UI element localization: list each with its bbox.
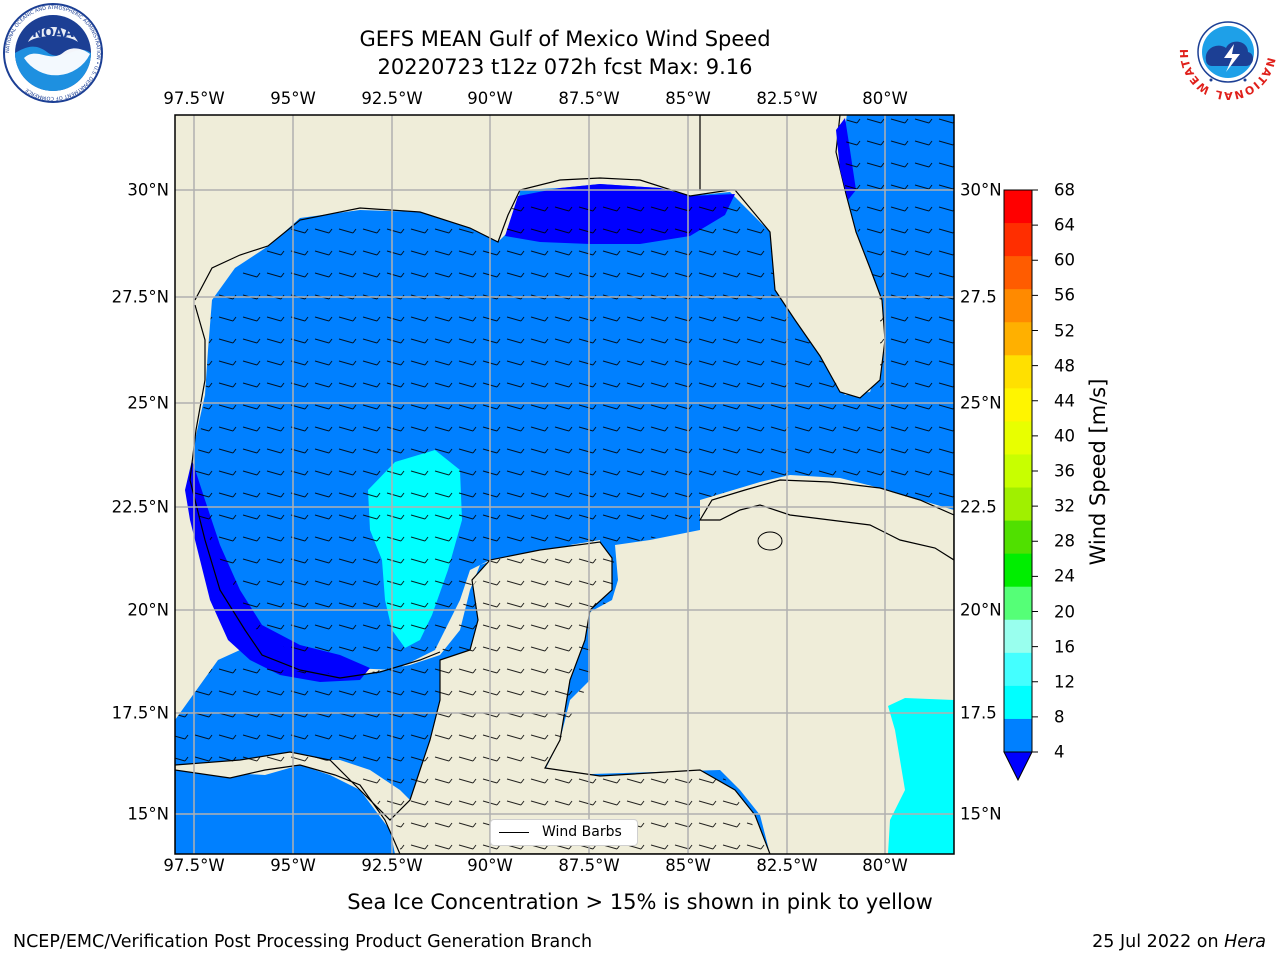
colorbar-segment [1004, 685, 1032, 720]
nws-logo-icon: NATIONAL WEATHER SERVICE [1178, 2, 1277, 102]
axis-tick-label: 20°N [960, 600, 1002, 620]
axis-tick-label: 85°W [665, 89, 711, 108]
axis-tick-label: 20°N [127, 600, 169, 620]
map-title: GEFS MEAN Gulf of Mexico Wind Speed [359, 27, 771, 51]
axis-tick-label: 95°W [270, 89, 316, 108]
colorbar-segment [1004, 586, 1032, 621]
axis-tick-label: 80°W [862, 856, 908, 875]
axis-tick-label: 15°N [960, 804, 1002, 824]
colorbar-tick-label: 24 [1054, 566, 1075, 586]
wind-barb-swatch [499, 832, 529, 833]
axis-tick-label: 27.5°N [111, 287, 169, 307]
axis-tick-label: 92.5°W [361, 856, 423, 875]
noaa-logo-text: NOAA [32, 26, 74, 41]
axis-tick-label: 82.5°W [756, 89, 818, 108]
colorbar-tick-label: 8 [1054, 707, 1065, 727]
colorbar-segment [1004, 520, 1032, 555]
axis-tick-label: 17.5°N [111, 703, 169, 723]
colorbar-segment [1004, 289, 1032, 323]
axis-tick-label: 80°W [862, 89, 908, 108]
colorbar-tick-label: 64 [1054, 215, 1075, 235]
colorbar-tick-label: 12 [1054, 672, 1075, 692]
noaa-logo-icon: NOAA NATIONAL OCEANIC AND ATMOSPHERIC AD… [3, 3, 103, 103]
colorbar-tick-label: 40 [1054, 426, 1075, 446]
axis-tick-label: 25°N [960, 393, 1002, 413]
colorbar-segment [1004, 388, 1032, 422]
footer-host: Hera [1224, 932, 1266, 952]
map-frame [174, 114, 955, 855]
colorbar-segment [1004, 619, 1032, 654]
axis-tick-label: 30°N [960, 180, 1002, 200]
axis-tick-label: 92.5°W [361, 89, 423, 108]
colorbar-tick-label: 16 [1054, 637, 1075, 657]
axis-tick-label: 15°N [127, 804, 169, 824]
colorbar-segment [1004, 190, 1032, 224]
colorbar-tick-label: 52 [1054, 321, 1075, 340]
axis-tick-label: 22.5°N [111, 497, 169, 517]
colorbar-tick-label: 32 [1054, 496, 1075, 516]
colorbar-segment [1004, 256, 1032, 290]
colorbar-label: Wind Speed [m/s] [1086, 378, 1110, 566]
axis-tick-label: 82.5°W [756, 856, 818, 875]
footer-credit: NCEP/EMC/Verification Post Processing Pr… [13, 932, 593, 952]
axis-tick-label: 90°W [467, 856, 513, 875]
colorbar-segment [1004, 421, 1032, 455]
wind-barbs-layer [175, 115, 954, 854]
legend-label: Wind Barbs [542, 824, 622, 840]
axis-tick-label: 87.5°W [558, 89, 620, 108]
colorbar-segment [1004, 223, 1032, 257]
colorbar-tick-label: 48 [1054, 356, 1075, 376]
colorbar-segment [1004, 487, 1032, 522]
colorbar-extend-arrow [1003, 751, 1033, 782]
colorbar-segment [1004, 652, 1032, 687]
colorbar-tick-label: 60 [1054, 250, 1075, 270]
axis-tick-label: 25°N [127, 393, 169, 413]
axis-tick-label: 30°N [127, 180, 169, 200]
axis-tick-label: 95°W [270, 856, 316, 875]
map-subtitle: 20220723 t12z 072h fcst Max: 9.16 [377, 55, 753, 79]
colorbar-segment [1004, 355, 1032, 389]
colorbar-tick-label: 36 [1054, 461, 1075, 481]
colorbar [1003, 189, 1038, 782]
axis-tick-label: 87.5°W [558, 856, 620, 875]
colorbar-segment [1004, 718, 1032, 753]
colorbar-segment [1004, 553, 1032, 588]
axis-tick-label: 90°W [467, 89, 513, 108]
graticule [175, 115, 954, 854]
footer-date: 25 Jul 2022 on Hera [1092, 932, 1266, 952]
axis-tick-label: 85°W [665, 856, 711, 875]
colorbar-tick-label: 56 [1054, 285, 1075, 305]
axis-tick-label: 22.5 [960, 497, 997, 517]
axis-tick-label: 17.5 [960, 703, 997, 723]
colorbar-segment [1004, 454, 1032, 489]
colorbar-tick-label: 28 [1054, 531, 1075, 551]
axis-tick-label: 97.5°W [163, 856, 225, 875]
colorbar-tick-label: 4 [1054, 742, 1065, 762]
colorbar-tick-label: 68 [1054, 180, 1075, 200]
axis-tick-label: 97.5°W [163, 89, 225, 108]
colorbar-tick-label: 20 [1054, 602, 1075, 621]
map-legend: Wind Barbs [490, 819, 638, 846]
axis-tick-label: 27.5 [960, 287, 997, 307]
caption: Sea Ice Concentration > 15% is shown in … [347, 890, 933, 914]
colorbar-segment [1004, 322, 1032, 356]
colorbar-tick-label: 44 [1054, 391, 1075, 411]
